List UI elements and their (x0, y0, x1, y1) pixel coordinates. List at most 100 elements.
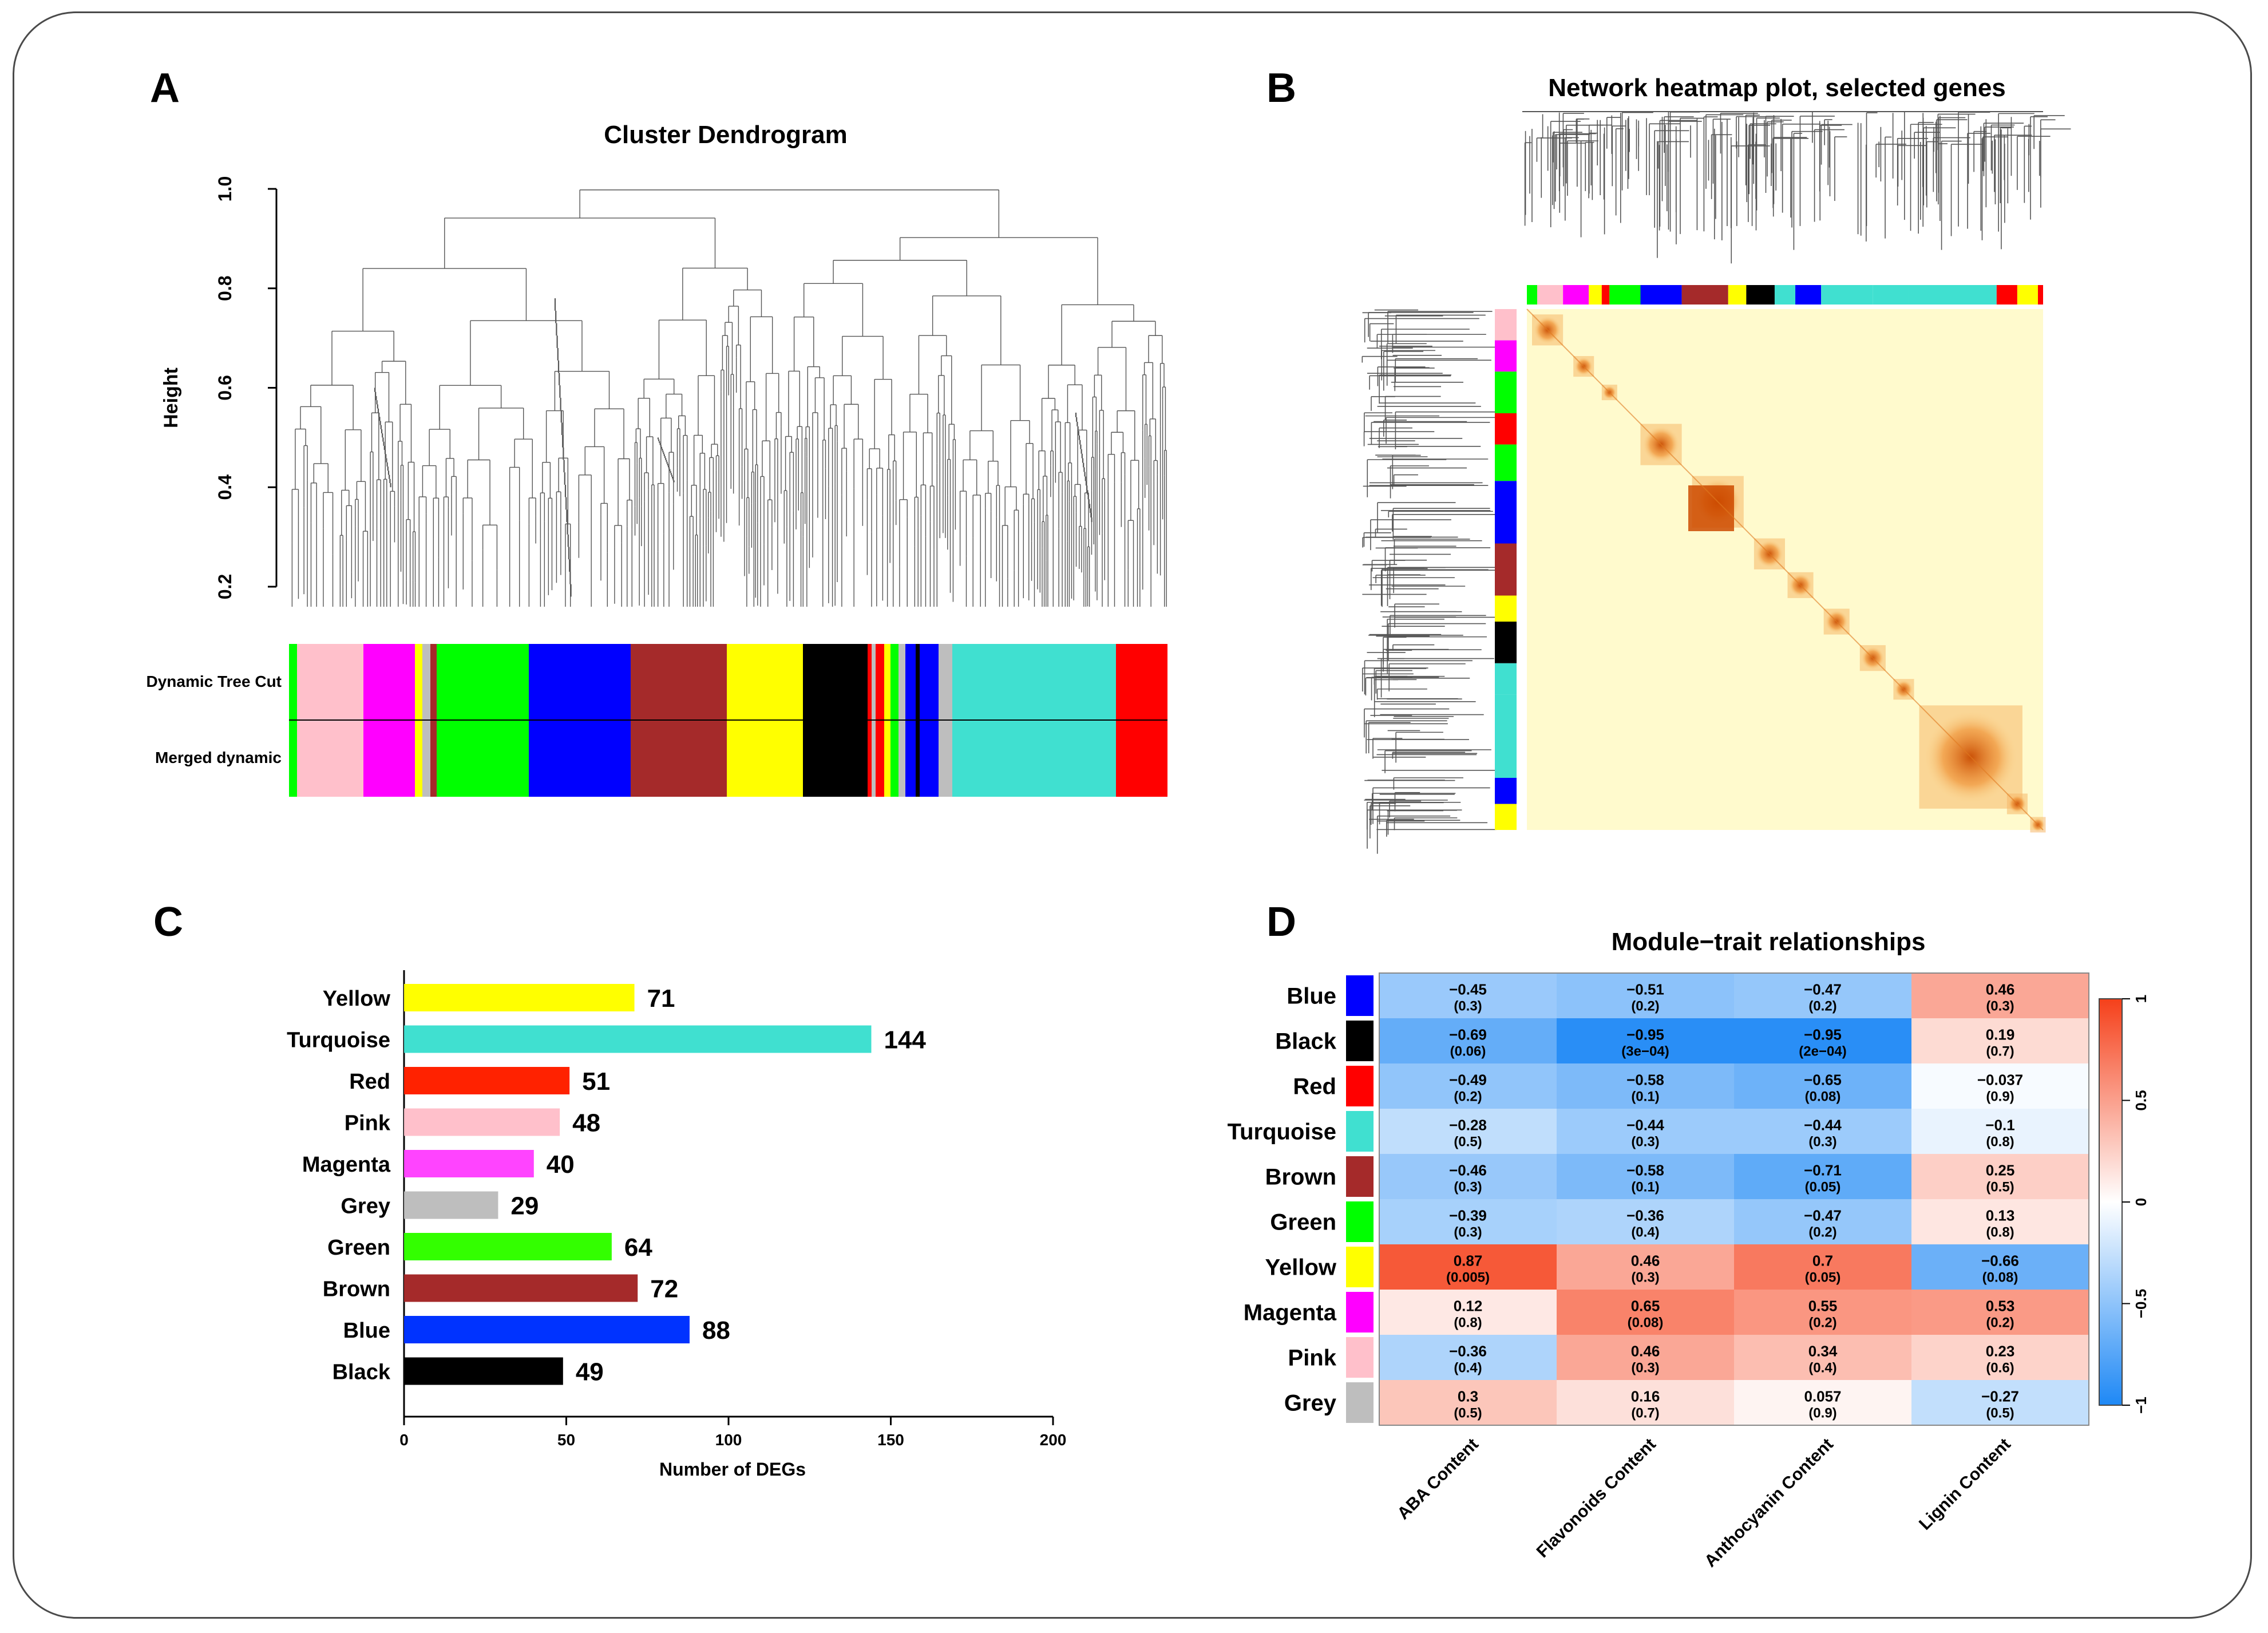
row-label: Blue (1287, 984, 1336, 1009)
module-bar-segment (631, 720, 727, 797)
cell-pvalue: (0.3) (1454, 1225, 1482, 1240)
network-left-module-bar (1495, 309, 1517, 830)
bar-value-label: 51 (582, 1067, 610, 1096)
network-module-bar-segment (1746, 285, 1775, 305)
row-color-swatch (1346, 975, 1374, 1016)
row-color-swatch (1346, 1201, 1374, 1242)
cell-correlation: −0.58 (1626, 1162, 1664, 1179)
bar-pink (404, 1108, 560, 1136)
bar-blue (404, 1316, 690, 1343)
cell-pvalue: (0.2) (1808, 999, 1836, 1014)
colorbar-tick-label: 1 (2132, 995, 2150, 1003)
cell-correlation: −0.58 (1626, 1071, 1664, 1089)
cell-correlation: −0.39 (1449, 1207, 1487, 1224)
cell-pvalue: (0.3) (1631, 1134, 1659, 1150)
cell-correlation: −0.51 (1626, 981, 1664, 998)
cell-correlation: −0.36 (1626, 1207, 1664, 1224)
heatmap-cell (1379, 1018, 1557, 1063)
panel-d: D Module−trait relationships Blue −0.45(0… (1228, 899, 2150, 1571)
cell-correlation: 0.46 (1631, 1343, 1660, 1360)
network-module-bar-segment (1795, 285, 1822, 305)
cell-correlation: −0.28 (1449, 1117, 1487, 1134)
cell-correlation: 0.3 (1458, 1388, 1478, 1405)
cell-correlation: −0.65 (1804, 1071, 1842, 1089)
cell-correlation: 0.34 (1808, 1343, 1838, 1360)
dendrogram-y-label: Height (160, 367, 182, 428)
bar-category-label: Turquoise (287, 1029, 390, 1053)
network-module-bar-segment (1495, 778, 1517, 804)
module-bar-segment (939, 720, 952, 797)
module-bar-segment (529, 720, 631, 797)
heatmap-cell (1734, 1199, 1911, 1244)
module-bar-segment (939, 644, 952, 720)
module-bar-segment (422, 720, 430, 797)
dendrogram-tree (291, 189, 1167, 607)
y-tick-label: 0.8 (215, 276, 235, 301)
row-color-swatch (1346, 1337, 1374, 1378)
heatmap-border (1379, 972, 2089, 1426)
heatmap-cell (1734, 1154, 1911, 1199)
heatmap-cell (1911, 1018, 2089, 1063)
cell-correlation: −0.36 (1449, 1343, 1487, 1360)
row-color-swatch (1346, 1292, 1374, 1333)
cell-correlation: 0.12 (1454, 1298, 1483, 1315)
column-label: Flavonoids Content (1533, 1435, 1660, 1561)
module-bar-segment (444, 644, 529, 720)
panel-letter-c: C (153, 899, 183, 945)
cell-pvalue: (0.2) (1454, 1089, 1482, 1105)
heatmap-cell (1734, 1018, 1911, 1063)
x-tick-label: 150 (877, 1431, 904, 1449)
row-color-swatch (1346, 1156, 1374, 1197)
bar-green (404, 1233, 612, 1260)
cell-pvalue: (0.4) (1808, 1361, 1836, 1376)
heatmap-cell (1557, 1018, 1734, 1063)
network-module-bar-segment (1821, 285, 1873, 305)
cell-pvalue: (0.9) (1808, 1406, 1836, 1421)
panel-letter-a: A (150, 65, 180, 111)
module-bar-segment (437, 720, 444, 797)
row-label-dynamic-tree-cut: Dynamic Tree Cut (146, 673, 282, 690)
module-bar-segment (952, 644, 1116, 720)
heatmap-cell (1734, 1290, 1911, 1335)
bar-turquoise (404, 1025, 872, 1053)
network-heatmap-title: Network heatmap plot, selected genes (1548, 74, 2006, 102)
network-left-dendrogram (1361, 309, 1511, 854)
heatmap-cell (1734, 1063, 1911, 1109)
bar-value-label: 72 (650, 1275, 678, 1303)
cell-correlation: −0.66 (1981, 1252, 2019, 1270)
cell-pvalue: (0.1) (1631, 1180, 1659, 1195)
cell-correlation: −0.45 (1449, 981, 1487, 998)
cell-pvalue: (0.1) (1631, 1089, 1659, 1105)
cell-correlation: −0.95 (1626, 1026, 1664, 1043)
module-bar-segment (890, 644, 899, 720)
network-module-bar-segment (1609, 285, 1641, 305)
row-label: Grey (1284, 1391, 1337, 1416)
network-module-bar-segment (1681, 285, 1728, 305)
bar-category-label: Brown (323, 1278, 390, 1302)
network-module-bar-segment (1495, 413, 1517, 445)
cell-correlation: −0.44 (1804, 1117, 1842, 1134)
module-bar-segment (437, 644, 444, 720)
module-color-bars (289, 644, 1167, 797)
module-bar-segment (631, 644, 727, 720)
bar-value-label: 40 (547, 1150, 575, 1179)
module-bar-segment (297, 644, 363, 720)
row-color-swatch (1346, 1066, 1374, 1106)
heatmap-cell (1911, 1335, 2089, 1380)
cell-correlation: 0.13 (1986, 1207, 2015, 1224)
cell-pvalue: (0.3) (1631, 1361, 1659, 1376)
cell-pvalue: (0.7) (1986, 1044, 2014, 1059)
module-trait-heatmap: Blue −0.45(0.3)−0.51(0.2)−0.47(0.2)0.46(0… (1228, 972, 2089, 1571)
heatmap-cell (1557, 1154, 1734, 1199)
panel-letter-d: D (1266, 899, 1296, 945)
module-bar-segment (884, 720, 890, 797)
bar-category-label: Yellow (323, 987, 391, 1011)
panel-b: B Network heatmap plot, selected genes (1266, 65, 2071, 854)
deg-bar-chart: Yellow 71 Turquoise 144 Red 51 Pink 48 Magenta 40… (287, 970, 1066, 1480)
x-tick-label: 0 (399, 1431, 409, 1449)
row-label-merged-dynamic: Merged dynamic (155, 749, 282, 766)
network-heatmap-hotspot (1688, 485, 1734, 531)
module-bar-segment (916, 720, 920, 797)
bar-magenta (404, 1150, 534, 1177)
cell-correlation: −0.95 (1804, 1026, 1842, 1043)
